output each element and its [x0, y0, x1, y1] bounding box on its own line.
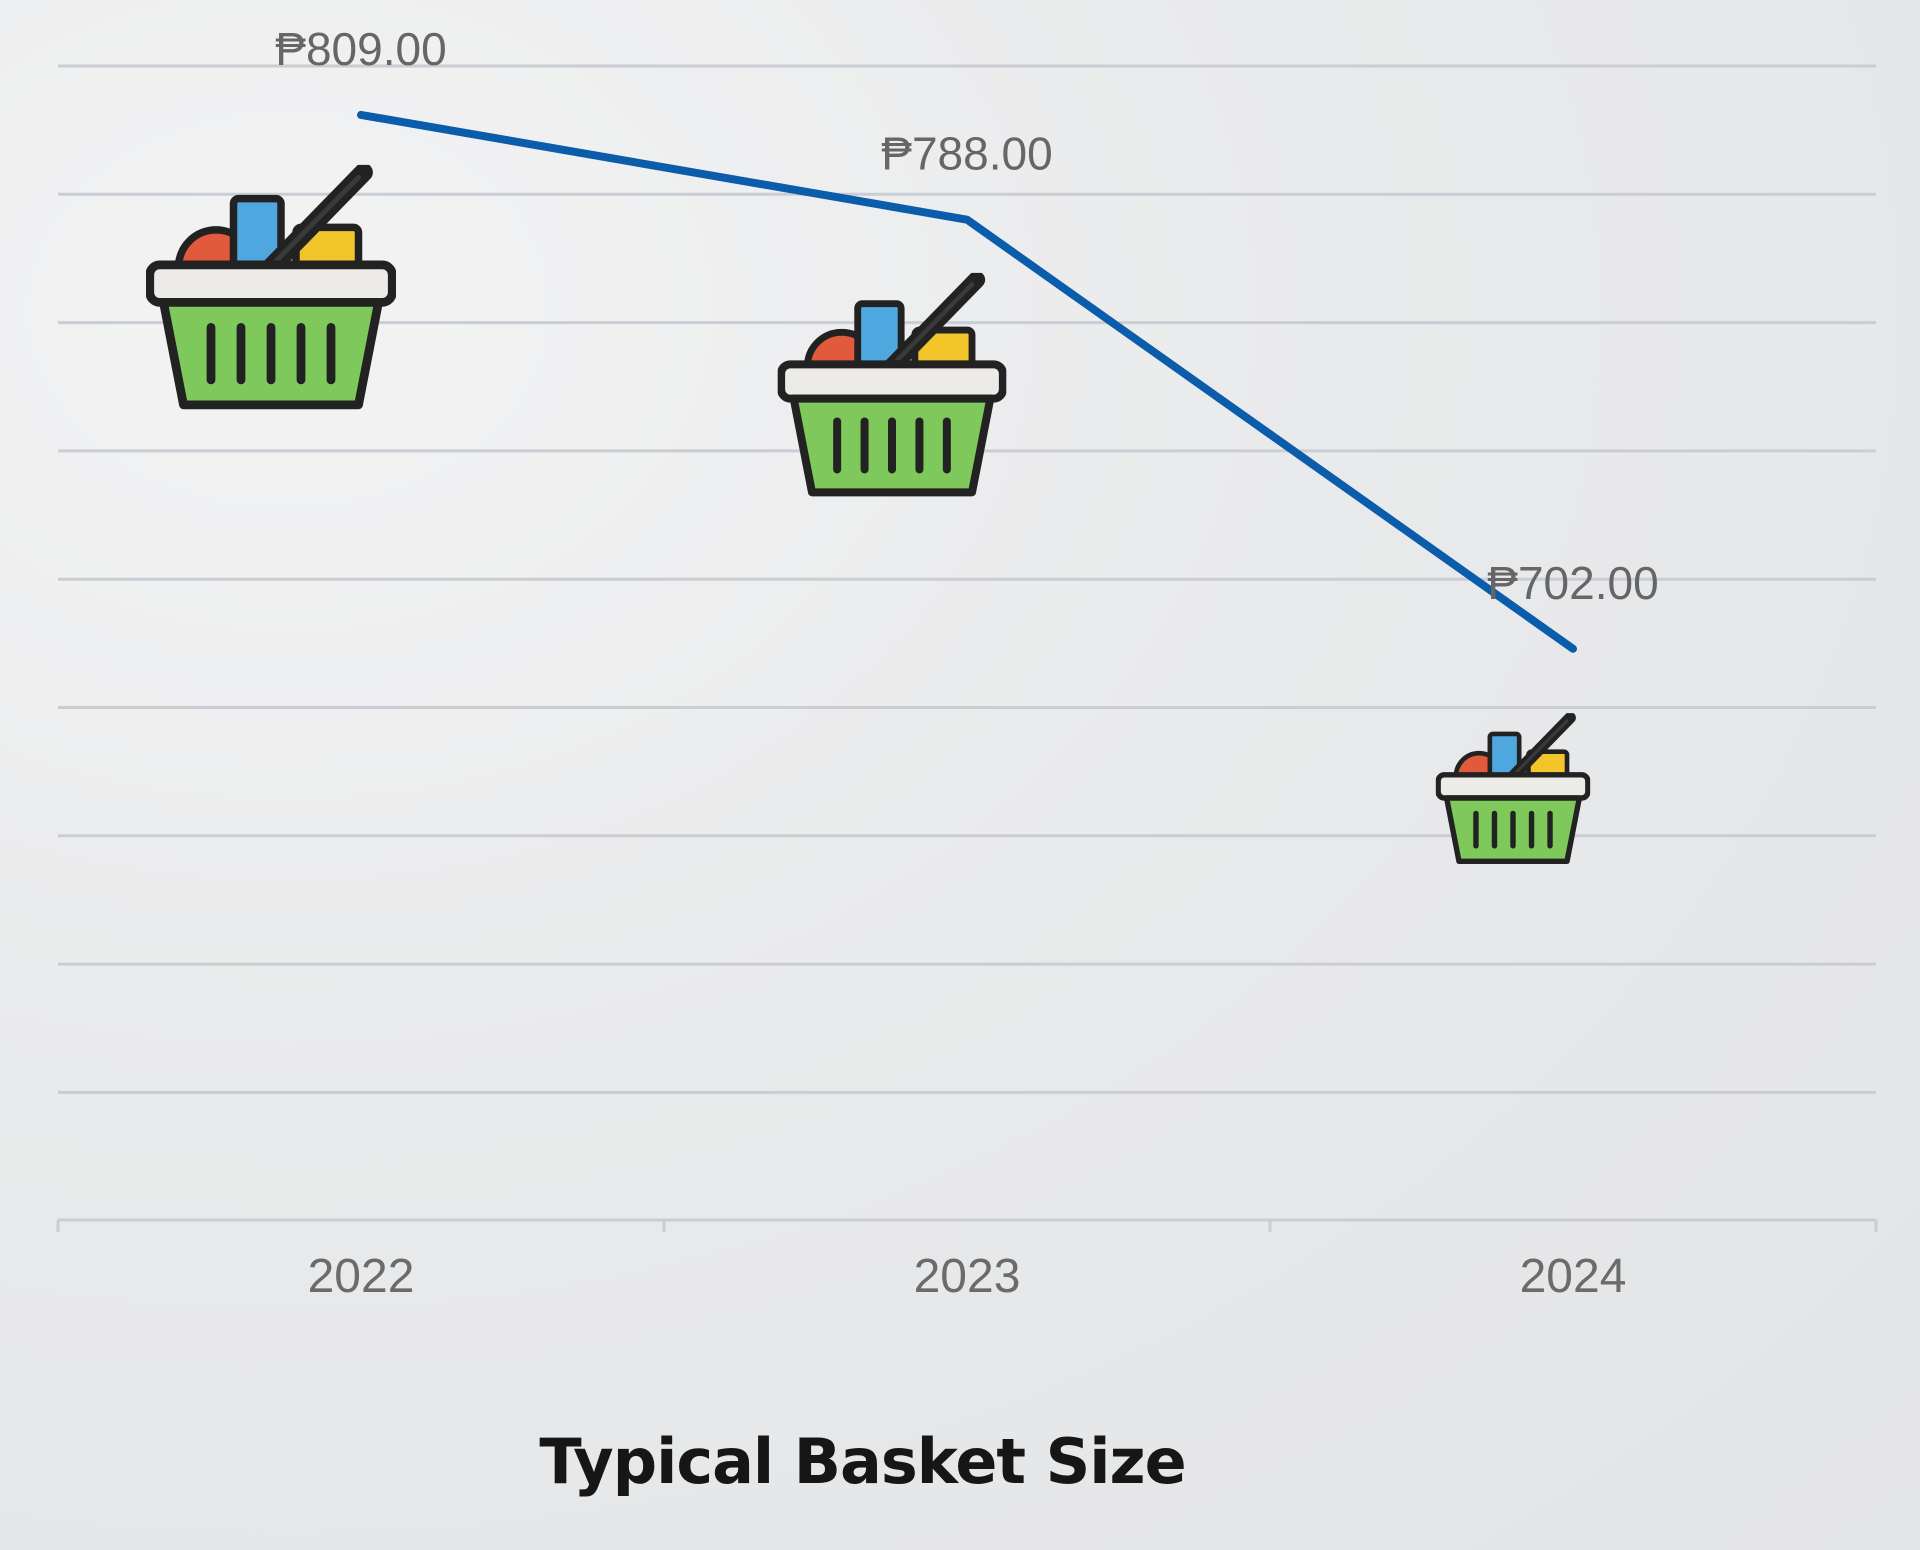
x-tick-label: 2024: [1520, 1250, 1627, 1303]
data-label: ₱702.00: [1487, 557, 1658, 609]
data-label: ₱788.00: [881, 128, 1052, 180]
series-layer: [357, 110, 1577, 653]
shopping-basket-icon: [150, 172, 393, 405]
x-axis: 2022 2023 2024: [56, 1218, 1878, 1303]
chart-title: Typical Basket Size: [539, 1425, 1186, 1498]
data-labels: ₱809.00 ₱788.00 ₱702.00: [275, 23, 1658, 609]
series-line: [357, 110, 1577, 653]
shopping-basket-icon: [781, 280, 1003, 493]
x-tick-label: 2022: [308, 1250, 415, 1303]
shopping-basket-icon: [1438, 718, 1588, 862]
basket-markers: [150, 172, 1588, 861]
x-tick-label: 2023: [914, 1250, 1021, 1303]
data-label: ₱809.00: [275, 23, 446, 75]
